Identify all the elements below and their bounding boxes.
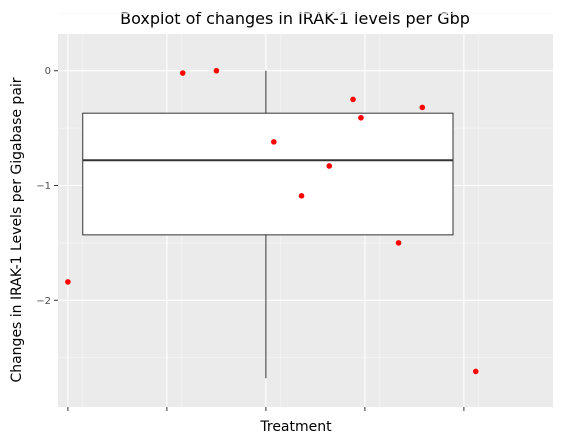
y-tick-label: −1 [36, 181, 51, 192]
data-point [358, 114, 364, 121]
data-point [298, 193, 305, 199]
data-point [179, 70, 186, 76]
x-axis-title: Treatment [259, 419, 332, 435]
data-points [65, 67, 479, 375]
data-point [326, 163, 333, 169]
box-iqr [82, 112, 454, 236]
data-point [65, 279, 71, 285]
chart-title: Boxplot of changes in IRAK-1 levels per … [120, 9, 470, 28]
box [82, 112, 454, 236]
axis-ticks [54, 70, 465, 411]
data-point [472, 368, 479, 375]
data-point [395, 240, 402, 246]
data-point [213, 67, 220, 74]
y-axis-title: Changes in IRAK-1 Levels per Gigabase pa… [9, 77, 25, 382]
y-tick-label: −2 [36, 296, 51, 307]
y-tick-labels: 0 −1 −2 [36, 66, 51, 307]
data-point [271, 139, 277, 145]
data-point [419, 104, 426, 111]
y-tick-label: 0 [45, 66, 51, 77]
data-point [350, 96, 356, 103]
